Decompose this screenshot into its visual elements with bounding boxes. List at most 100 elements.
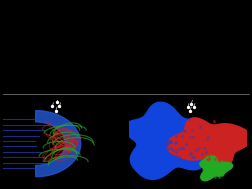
- Point: [221, 131, 225, 134]
- Point: [198, 148, 202, 151]
- Point: [215, 168, 219, 171]
- Point: [197, 155, 201, 158]
- Point: [182, 141, 186, 144]
- Point: [145, 146, 149, 149]
- Point: [208, 168, 212, 171]
- Point: [158, 163, 162, 166]
- Point: [222, 135, 226, 138]
- Point: [210, 146, 214, 149]
- Point: [162, 151, 166, 154]
- Point: [181, 146, 185, 149]
- Point: [188, 152, 192, 155]
- Point: [217, 169, 221, 172]
- Point: [207, 141, 211, 144]
- Point: [215, 166, 219, 169]
- Point: [219, 141, 223, 144]
- Point: [202, 167, 206, 170]
- Point: [164, 142, 168, 145]
- Point: [202, 167, 206, 170]
- Point: [194, 149, 198, 152]
- Point: [176, 159, 180, 162]
- Point: [219, 160, 223, 163]
- Point: [158, 142, 162, 145]
- Point: [219, 135, 224, 138]
- Point: [213, 157, 217, 160]
- Point: [218, 142, 222, 145]
- Point: [208, 169, 212, 172]
- Point: [212, 166, 216, 169]
- Point: [221, 127, 225, 130]
- Point: [205, 158, 209, 161]
- Point: [159, 141, 163, 144]
- Point: [184, 150, 188, 153]
- Point: [213, 163, 217, 166]
- Point: [207, 140, 211, 143]
- Point: [180, 134, 184, 137]
- Point: [178, 147, 182, 150]
- Point: [220, 169, 225, 172]
- Point: [193, 127, 197, 130]
- Point: [220, 161, 224, 164]
- Point: [205, 167, 209, 170]
- Point: [162, 147, 166, 150]
- Point: [171, 148, 175, 151]
- Point: [196, 123, 200, 126]
- Point: [221, 170, 225, 174]
- Point: [221, 140, 225, 143]
- Point: [218, 160, 222, 163]
- Point: [205, 163, 209, 166]
- Point: [159, 160, 163, 163]
- Point: [212, 166, 216, 169]
- Point: [197, 146, 201, 149]
- Point: [146, 137, 150, 140]
- Polygon shape: [167, 118, 252, 166]
- Point: [222, 136, 226, 139]
- Point: [213, 163, 217, 167]
- Point: [223, 145, 227, 148]
- Point: [206, 142, 210, 145]
- Point: [164, 145, 168, 148]
- Point: [233, 145, 237, 148]
- Polygon shape: [124, 102, 227, 179]
- Point: [208, 166, 212, 169]
- Point: [207, 158, 211, 161]
- Point: [217, 175, 221, 178]
- Point: [174, 140, 178, 143]
- Point: [133, 128, 137, 131]
- Point: [204, 165, 208, 168]
- Point: [208, 163, 212, 166]
- Point: [198, 126, 202, 129]
- Point: [229, 132, 233, 136]
- Point: [180, 163, 184, 166]
- Polygon shape: [36, 111, 81, 177]
- Point: [206, 136, 210, 139]
- Point: [169, 147, 173, 150]
- Point: [211, 168, 215, 171]
- Point: [215, 166, 219, 169]
- Point: [236, 139, 240, 142]
- Point: [224, 168, 228, 171]
- Point: [194, 131, 198, 134]
- Point: [205, 142, 209, 145]
- Point: [209, 165, 213, 168]
- Point: [209, 142, 213, 145]
- Point: [212, 166, 216, 169]
- Point: [184, 142, 188, 145]
- Point: [219, 168, 223, 171]
- Point: [205, 168, 209, 171]
- Point: [54, 109, 58, 112]
- Point: [207, 166, 211, 169]
- Point: [223, 169, 227, 172]
- Point: [182, 133, 186, 136]
- Point: [173, 142, 177, 145]
- Point: [193, 160, 197, 163]
- Point: [217, 162, 221, 165]
- Point: [163, 123, 167, 126]
- Point: [209, 167, 213, 170]
- Point: [176, 148, 180, 151]
- Point: [155, 155, 159, 158]
- Point: [150, 147, 154, 150]
- Point: [222, 130, 226, 133]
- Point: [205, 138, 209, 141]
- Point: [215, 170, 219, 173]
